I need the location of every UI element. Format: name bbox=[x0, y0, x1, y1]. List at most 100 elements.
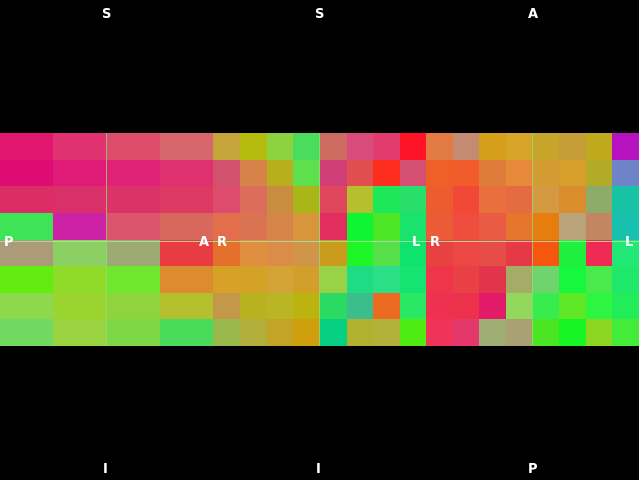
voxel-cell bbox=[266, 319, 294, 346]
voxel-cell bbox=[266, 292, 294, 320]
voxel-cell bbox=[346, 319, 373, 346]
view-panel-2-right[interactable] bbox=[320, 133, 426, 346]
voxel-cell bbox=[0, 133, 54, 160]
voxel-cell bbox=[53, 212, 107, 240]
voxel-cell bbox=[53, 319, 107, 346]
orientation-top-label-2: S bbox=[315, 7, 325, 22]
voxel-cell bbox=[159, 292, 213, 320]
voxel-cell bbox=[346, 186, 373, 213]
voxel-cell bbox=[612, 239, 639, 267]
voxel-cell bbox=[106, 133, 160, 160]
voxel-cell bbox=[399, 266, 426, 293]
voxel-cell bbox=[0, 186, 54, 213]
voxel-cell bbox=[479, 292, 506, 320]
voxel-cell bbox=[106, 319, 160, 346]
voxel-cell bbox=[266, 239, 294, 267]
voxel-cell bbox=[532, 133, 559, 160]
voxel-cell bbox=[266, 266, 294, 293]
voxel-cell bbox=[346, 266, 373, 293]
crosshair-horizontal bbox=[0, 241, 639, 242]
voxel-cell bbox=[373, 212, 400, 240]
orientation-bottom-label-2: I bbox=[316, 462, 321, 477]
voxel-cell bbox=[346, 239, 373, 267]
voxel-cell bbox=[0, 292, 54, 320]
voxel-cell bbox=[479, 212, 506, 240]
voxel-cell bbox=[213, 133, 240, 160]
voxel-cell bbox=[426, 133, 453, 160]
voxel-cell bbox=[532, 319, 559, 346]
view-panel-2-left[interactable] bbox=[213, 133, 320, 346]
voxel-cell bbox=[266, 212, 294, 240]
voxel-cell bbox=[320, 212, 347, 240]
orientation-left-label-2: R bbox=[217, 235, 228, 250]
voxel-cell bbox=[106, 186, 160, 213]
voxel-cell bbox=[452, 239, 479, 267]
voxel-cell bbox=[426, 319, 453, 346]
voxel-cell bbox=[585, 212, 613, 240]
voxel-cell bbox=[373, 266, 400, 293]
voxel-cell bbox=[373, 186, 400, 213]
voxel-cell bbox=[346, 133, 373, 160]
voxel-cell bbox=[239, 133, 267, 160]
slice-grid-strip[interactable] bbox=[0, 133, 639, 346]
voxel-cell bbox=[585, 186, 613, 213]
voxel-cell bbox=[320, 266, 347, 293]
voxel-cell bbox=[585, 319, 613, 346]
voxel-cell bbox=[373, 133, 400, 160]
voxel-cell bbox=[239, 159, 267, 187]
voxel-cell bbox=[505, 266, 532, 293]
voxel-cell bbox=[558, 159, 586, 187]
voxel-cell bbox=[159, 266, 213, 293]
orientation-right-label-1: A bbox=[199, 235, 210, 250]
voxel-cell bbox=[505, 239, 532, 267]
voxel-cell bbox=[505, 159, 532, 187]
voxel-cell bbox=[426, 239, 453, 267]
voxel-cell bbox=[505, 186, 532, 213]
voxel-cell bbox=[585, 266, 613, 293]
voxel-cell bbox=[612, 186, 639, 213]
voxel-cell bbox=[0, 266, 54, 293]
view-panel-1[interactable] bbox=[0, 133, 213, 346]
crosshair-vertical-1 bbox=[106, 133, 107, 346]
voxel-cell bbox=[239, 186, 267, 213]
voxel-cell bbox=[159, 212, 213, 240]
voxel-cell bbox=[452, 186, 479, 213]
voxel-cell bbox=[106, 212, 160, 240]
view-panel-3-left[interactable] bbox=[426, 133, 532, 346]
voxel-cell bbox=[0, 319, 54, 346]
orientation-top-label-3: A bbox=[528, 7, 539, 22]
voxel-cell bbox=[399, 159, 426, 187]
voxel-cell bbox=[346, 212, 373, 240]
voxel-cell bbox=[399, 186, 426, 213]
voxel-cell bbox=[426, 292, 453, 320]
voxel-cell bbox=[239, 266, 267, 293]
voxel-cell bbox=[159, 319, 213, 346]
voxel-cell bbox=[320, 319, 347, 346]
voxel-cell bbox=[53, 292, 107, 320]
voxel-cell bbox=[213, 266, 240, 293]
voxel-cell bbox=[320, 159, 347, 187]
voxel-cell bbox=[106, 292, 160, 320]
voxel-cell bbox=[479, 133, 506, 160]
voxel-cell bbox=[213, 292, 240, 320]
voxel-cell bbox=[106, 159, 160, 187]
voxel-cell bbox=[213, 159, 240, 187]
voxel-cell bbox=[293, 239, 320, 267]
voxel-cell bbox=[505, 133, 532, 160]
voxel-cell bbox=[479, 159, 506, 187]
voxel-cell bbox=[452, 159, 479, 187]
voxel-cell bbox=[399, 292, 426, 320]
orientation-bottom-label-3: P bbox=[528, 462, 538, 477]
voxel-cell bbox=[426, 159, 453, 187]
voxel-cell bbox=[293, 186, 320, 213]
voxel-cell bbox=[53, 159, 107, 187]
voxel-cell bbox=[53, 266, 107, 293]
orientation-top-label-1: S bbox=[102, 7, 112, 22]
voxel-cell bbox=[53, 133, 107, 160]
orientation-right-label-2: L bbox=[412, 235, 421, 250]
voxel-cell bbox=[320, 292, 347, 320]
view-panel-3-right[interactable] bbox=[532, 133, 639, 346]
voxel-cell bbox=[399, 319, 426, 346]
voxel-cell bbox=[612, 159, 639, 187]
